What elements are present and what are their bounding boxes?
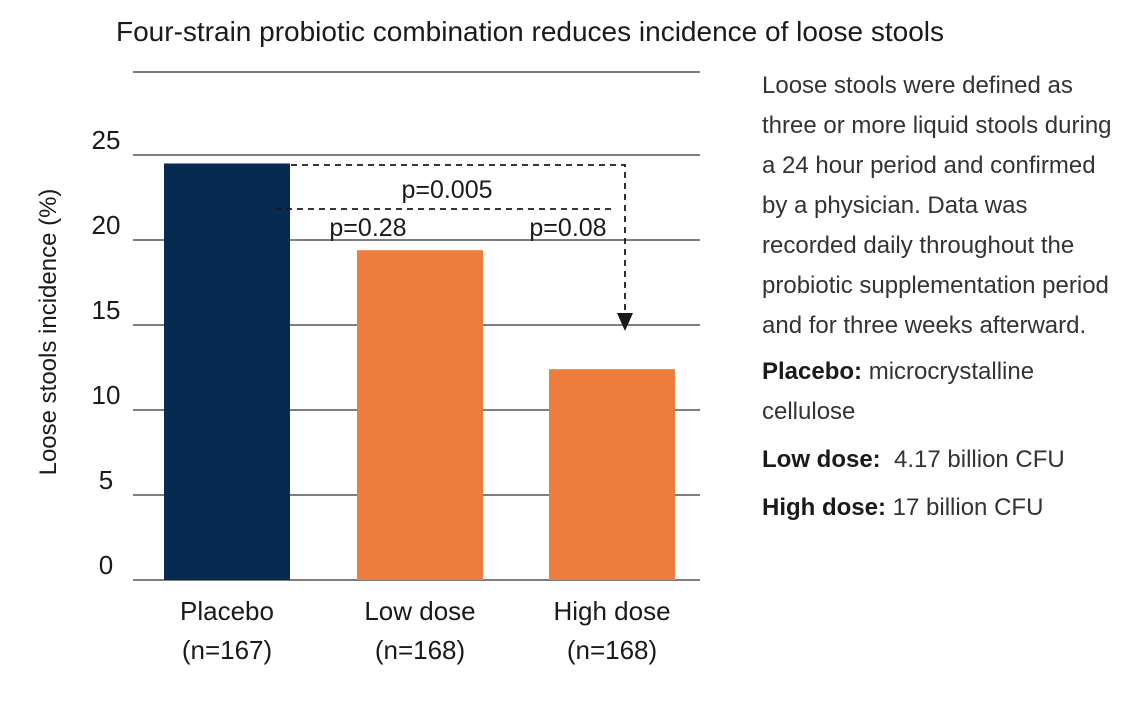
category-label: High dose [553, 596, 670, 626]
description-text: Loose stools were defined as three or mo… [762, 72, 1112, 339]
category-n-label: (n=168) [567, 635, 657, 665]
bars [164, 163, 675, 580]
definition-value: 4.17 billion CFU [880, 446, 1065, 473]
definition-label: Low dose: [762, 446, 881, 473]
category-n-label: (n=168) [375, 635, 465, 665]
description-panel: Loose stools were defined as three or mo… [762, 66, 1122, 528]
definition-high-dose: High dose: 17 billion CFU [762, 488, 1122, 528]
bar [164, 163, 290, 580]
significance-annotations: p=0.005 p=0.28 p=0.08 [275, 164, 633, 331]
y-tick-label: 15 [92, 295, 121, 325]
definition-label: Placebo: [762, 358, 863, 385]
p-value-high-dose: p=0.08 [529, 214, 606, 242]
y-tick-label: 20 [92, 210, 121, 240]
definition-placebo: Placebo: microcrystalline cellulose [762, 352, 1122, 432]
bar [549, 369, 675, 580]
chart-title: Four-strain probiotic combination reduce… [116, 16, 944, 47]
y-tick-label: 10 [92, 380, 121, 410]
y-tick-labels: 0 5 10 15 20 25 [92, 125, 121, 580]
bracket-arrowhead [617, 313, 633, 331]
p-value-overall: p=0.005 [401, 176, 492, 204]
bracket-placebo-high [291, 164, 626, 318]
category-n-label: (n=167) [182, 635, 272, 665]
category-label: Low dose [364, 596, 475, 626]
definition-label: High dose: [762, 494, 886, 521]
y-tick-label: 0 [99, 550, 113, 580]
p-value-low-dose: p=0.28 [329, 214, 406, 242]
y-tick-label: 5 [99, 465, 113, 495]
definition-value: microcrystalline cellulose [762, 358, 1035, 425]
bar [357, 250, 483, 580]
category-label: Placebo [180, 596, 274, 626]
category-labels: Placebo (n=167) Low dose (n=168) High dose (n… [180, 596, 671, 665]
y-axis-label: Loose stools incidence (%) [35, 189, 62, 476]
definition-low-dose: Low dose: 4.17 billion CFU [762, 440, 1122, 480]
y-tick-label: 25 [92, 125, 121, 155]
definition-value: 17 billion CFU [886, 494, 1044, 521]
